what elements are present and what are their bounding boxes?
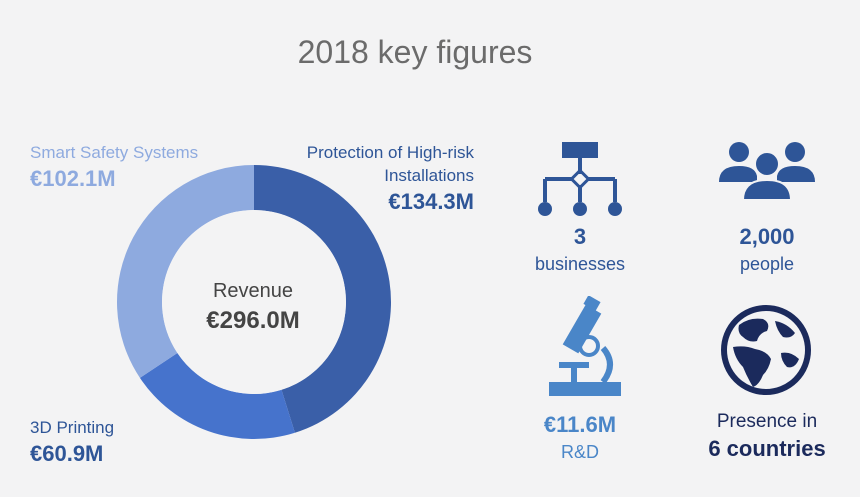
rd-unit: R&D (560, 442, 599, 462)
printing-name: 3D Printing (30, 418, 115, 437)
microscope-icon (549, 296, 621, 396)
globe-icon (721, 305, 811, 395)
presence-label: Presence in (716, 411, 818, 432)
people-icon (719, 142, 815, 201)
donut-hole (162, 210, 346, 394)
presence-number: 6 countries (708, 436, 826, 461)
businesses-number: 3 (573, 224, 587, 249)
businesses-unit: businesses (534, 254, 626, 274)
printing-value: €60.9M (30, 441, 104, 466)
page-title: 2018 key figures (297, 34, 533, 70)
protection-name-line1: Protection of High-risk (306, 143, 474, 162)
donut-slice-2 (117, 165, 254, 378)
figure-people: 2,000 people (682, 222, 852, 276)
smart-safety-label: Smart Safety Systems €102.1M (30, 141, 198, 194)
org-chart-icon (538, 142, 622, 216)
printing-label: 3D Printing €60.9M (30, 416, 114, 469)
donut-center-label: Revenue €296.0M (153, 278, 353, 338)
donut-slice-0 (254, 165, 392, 433)
center-name: Revenue (212, 280, 294, 302)
protection-name-line2: Installations (384, 166, 474, 185)
figure-rd: €11.6M R&D (495, 410, 665, 464)
smart-safety-value: €102.1M (30, 166, 116, 191)
protection-label: Protection of High-risk Installations €1… (307, 141, 474, 217)
smart-safety-name: Smart Safety Systems (30, 143, 199, 162)
center-value: €296.0M (206, 307, 300, 334)
donut-slice-1 (139, 352, 295, 439)
people-number: 2,000 (739, 224, 795, 249)
protection-value: €134.3M (388, 189, 474, 214)
people-unit: people (739, 254, 795, 274)
figure-presence: Presence in 6 countries (682, 410, 852, 464)
figure-businesses: 3 businesses (495, 222, 665, 276)
rd-number: €11.6M (543, 412, 617, 437)
